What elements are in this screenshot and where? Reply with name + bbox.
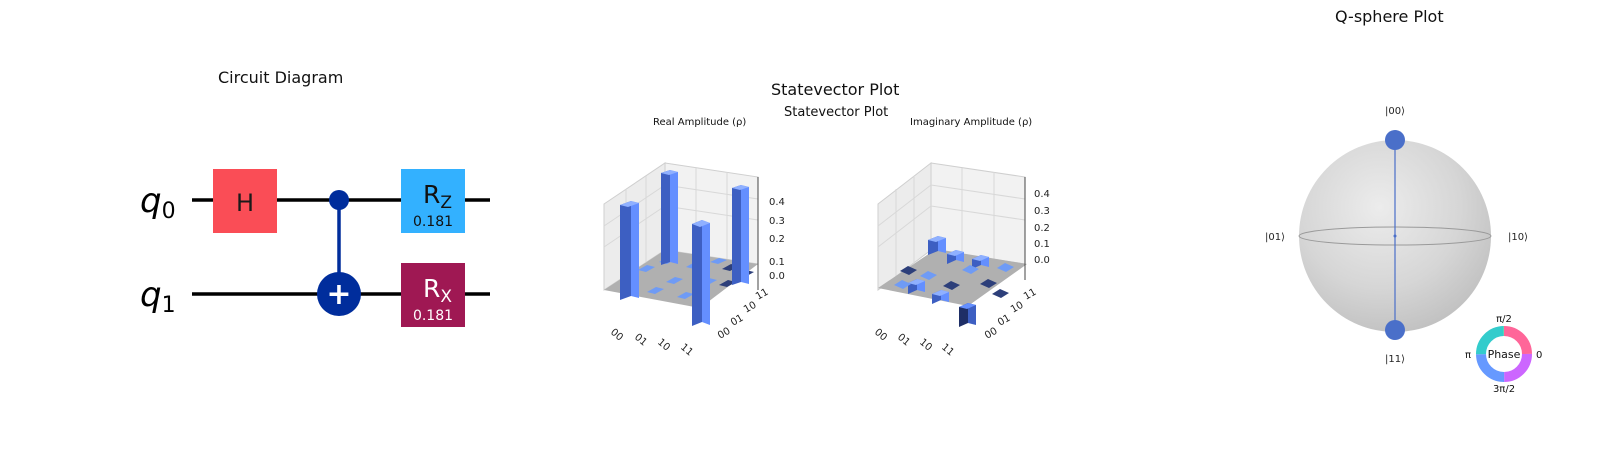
imag-row-labels: 00 01 10 11	[872, 327, 956, 359]
real-col-label: 01	[729, 313, 746, 329]
real-amplitude-title: Real Amplitude (ρ)	[653, 117, 747, 128]
phase-top-label: π/2	[1496, 314, 1512, 325]
imag-col-label: 00	[983, 326, 1000, 342]
real-row-labels: 00 01 10 11	[608, 327, 695, 359]
qsphere-point-11	[1385, 320, 1405, 340]
rz-gate-param: 0.181	[413, 214, 453, 230]
state-label-11: |11⟩	[1385, 354, 1405, 365]
imag-z-tick: 0.3	[1034, 206, 1050, 217]
imag-amplitude-plot: 0.0 0.1 0.2 0.3 0.4 00 01 10 11 11 10 01…	[872, 161, 1050, 359]
imag-col-label: 01	[996, 313, 1013, 329]
imag-z-ticks: 0.0 0.1 0.2 0.3 0.4	[1034, 189, 1050, 266]
imag-bar	[972, 255, 989, 269]
statevector-svg: 0.0 0.1 0.2 0.3 0.4 00 01 10 11 11 10 01…	[603, 161, 1050, 359]
qsphere-svg: |00⟩ |01⟩ |10⟩ |11⟩ Phase π/2 π 0 3π/2	[1265, 106, 1542, 395]
real-col-label: 11	[754, 287, 771, 303]
rz-gate-label: RZ	[423, 180, 452, 213]
imag-bar	[932, 290, 949, 304]
imag-col-label: 11	[1022, 287, 1039, 303]
imag-row-label: 01	[895, 332, 912, 349]
cnot-control-dot	[329, 190, 349, 210]
real-col-labels: 11 10 01 00	[716, 287, 771, 342]
phase-bottom-label: 3π/2	[1493, 384, 1515, 395]
cnot-gate[interactable]: +	[317, 190, 361, 316]
h-gate[interactable]: H	[213, 169, 277, 233]
qsphere-point-00	[1385, 130, 1405, 150]
real-bar-01	[661, 170, 678, 265]
state-label-10: |10⟩	[1508, 232, 1528, 243]
rx-gate-param: 0.181	[413, 308, 453, 324]
real-bar-11	[732, 185, 749, 285]
phase-center-label: Phase	[1488, 348, 1521, 361]
real-bar-10	[692, 220, 710, 326]
imag-z-tick: 0.0	[1034, 255, 1050, 266]
qsphere-center	[1393, 234, 1397, 238]
real-row-label: 01	[632, 332, 649, 349]
real-bar-00	[620, 201, 639, 300]
rx-gate-label: RX	[423, 274, 452, 307]
imag-row-label: 00	[872, 327, 889, 344]
state-label-01: |01⟩	[1265, 232, 1285, 243]
imag-row-label: 10	[917, 337, 934, 354]
circuit-svg: q0 q1 H + RZ 0.181 RX 0.181	[140, 169, 490, 327]
qsphere-state-labels: |00⟩ |01⟩ |10⟩ |11⟩	[1265, 106, 1528, 365]
imag-col-labels: 11 10 01 00	[983, 287, 1039, 342]
rz-gate[interactable]: RZ 0.181	[401, 169, 465, 233]
imag-z-tick: 0.1	[1034, 239, 1050, 250]
rx-gate[interactable]: RX 0.181	[401, 263, 465, 327]
imag-amplitude-title: Imaginary Amplitude (ρ)	[910, 117, 1033, 128]
cnot-target-circle	[317, 272, 361, 316]
qsphere-panel: Q-sphere Plot |00⟩ |01⟩ |10⟩ |11⟩	[1120, 0, 1600, 455]
qubit-label-q0: q0	[140, 181, 176, 224]
circuit-diagram-panel: Circuit Diagram q0 q1 H + RZ 0.181 RX	[0, 0, 560, 455]
cnot-plus-symbol: +	[326, 277, 351, 312]
qubit-label-q1: q1	[140, 275, 176, 318]
statevector-panel: Statevector Plot Statevector Plot Real A…	[560, 0, 1120, 455]
imag-bar	[908, 279, 925, 294]
real-z-tick: 0.4	[769, 197, 785, 208]
real-col-label: 10	[742, 300, 759, 316]
imag-light-cells	[894, 263, 1014, 289]
real-row-label: 00	[608, 327, 625, 344]
real-z-tick: 0.1	[769, 257, 785, 268]
imag-grid	[877, 168, 1026, 276]
imag-bar	[947, 250, 964, 264]
phase-right-label: 0	[1536, 350, 1542, 361]
state-label-00: |00⟩	[1385, 106, 1405, 117]
real-col-label: 00	[716, 326, 733, 342]
statevector-title: Statevector Plot	[771, 80, 900, 99]
imag-bar-negative	[959, 303, 976, 327]
imag-col-label: 10	[1009, 300, 1026, 316]
real-z-tick: 0.3	[769, 216, 785, 227]
qsphere-title: Q-sphere Plot	[1335, 7, 1444, 26]
imag-z-tick: 0.4	[1034, 189, 1050, 200]
phase-wheel: Phase π/2 π 0 3π/2	[1465, 314, 1542, 395]
imag-bar	[928, 236, 946, 255]
real-row-label: 11	[678, 342, 695, 359]
statevector-subtitle: Statevector Plot	[784, 105, 889, 120]
imag-row-label: 11	[939, 342, 956, 359]
real-z-ticks: 0.0 0.1 0.2 0.3 0.4	[769, 197, 785, 282]
phase-left-label: π	[1465, 350, 1471, 361]
imag-z-tick: 0.2	[1034, 223, 1050, 234]
imag-floor	[878, 249, 1027, 306]
h-gate-label: H	[236, 189, 254, 217]
real-z-tick: 0.2	[769, 234, 785, 245]
real-amplitude-plot: 0.0 0.1 0.2 0.3 0.4 00 01 10 11 11 10 01…	[603, 162, 785, 359]
circuit-title: Circuit Diagram	[218, 68, 344, 87]
real-row-label: 10	[655, 337, 672, 354]
real-z-tick: 0.0	[769, 271, 785, 282]
imag-dark-cells	[900, 266, 1009, 298]
